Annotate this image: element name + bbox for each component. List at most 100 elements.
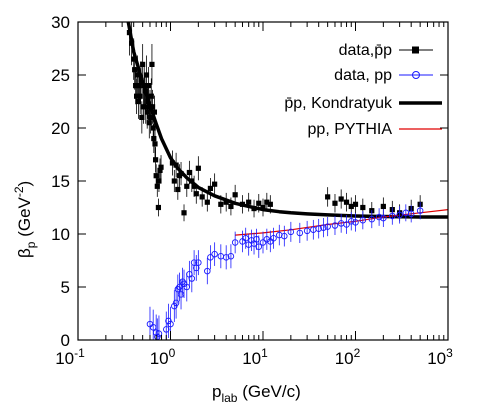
pbar-data-point (149, 61, 155, 67)
pbar-data-point (195, 165, 201, 171)
y-tick-label: 25 (51, 66, 70, 85)
pbar-data-point (142, 88, 148, 94)
pbar-data-point (184, 183, 190, 189)
pbar-data-point (131, 56, 137, 62)
legend: data,p̄p data, pp p̄p, Kondratyuk pp, PY… (284, 42, 442, 138)
pp-data-point (207, 254, 214, 261)
pbar-data-point (133, 93, 140, 99)
legend-symbol-pbar-data (399, 46, 433, 54)
pbar-data-point (380, 203, 386, 210)
legend-label-pp-data: data, pp (334, 67, 392, 84)
pp-data-point (315, 225, 322, 232)
pbar-data-point (246, 199, 252, 205)
pp-data-point (222, 254, 230, 261)
x-axis-title-rest: (GeV/c) (237, 382, 300, 401)
x-axis-title: plab (GeV/c) (212, 382, 301, 405)
pbar-data-point (260, 204, 266, 211)
pp-data-point (195, 259, 202, 266)
pbar-data-point (239, 201, 246, 207)
pbar-data-point (152, 141, 158, 147)
pbar-data-point (151, 136, 157, 142)
pp-data-point (324, 223, 331, 230)
pbar-data-point (332, 200, 338, 206)
x-tick-label: 102 (335, 346, 361, 368)
pbar-data-point (186, 169, 192, 176)
pp-data-point (174, 285, 182, 293)
pbar-data-point (171, 178, 177, 184)
pbar-data-point (228, 203, 234, 210)
pbar-data-point (223, 199, 229, 205)
pbar-data-point (181, 210, 187, 216)
pp-data-point (259, 239, 267, 246)
pp-data-point (204, 267, 211, 275)
pp-data-point (331, 222, 339, 229)
pbar-data-point (140, 61, 146, 67)
pbar-data-point (156, 178, 162, 184)
pbar-data-point (169, 160, 176, 166)
pbar-data-point (191, 183, 197, 189)
pp-data-point (270, 234, 277, 242)
pbar-data-point (218, 201, 224, 207)
pbar-data-point (151, 109, 158, 115)
pp-data-point (167, 320, 174, 328)
legend-label-kondratyuk: p̄p, Kondratyuk (284, 95, 393, 112)
pbar-data-point (193, 191, 199, 197)
pbar-data-point (251, 205, 257, 212)
ticks-layer: 0 5 10 15 20 25 30 10-1 100 101 102 103 (51, 13, 453, 368)
pbar-data-point (204, 199, 210, 205)
pp-data-point (368, 215, 376, 223)
pbar-data-point (154, 183, 160, 189)
y-tick-label: 10 (51, 225, 70, 244)
y-tick-label: 5 (61, 278, 70, 297)
pbar-data-point (157, 167, 163, 173)
pbar-data-point (267, 201, 273, 207)
pbar-data-point (189, 178, 195, 184)
pp-data-point (287, 228, 295, 236)
legend-label-pythia: pp, PYTHIA (308, 121, 393, 138)
pbar-data-point (256, 200, 262, 206)
pbar-data-point (153, 173, 159, 179)
pbar-data-point (146, 83, 152, 89)
pp-data-point (389, 212, 396, 220)
pbar-data-point (129, 40, 135, 46)
pbar-data-point (150, 125, 156, 131)
pp-data-point (396, 211, 403, 219)
pbar-data-point (207, 185, 214, 192)
pbar-data-point (133, 83, 139, 89)
pp-data-point (296, 229, 304, 237)
pbar-data-point (348, 203, 354, 210)
pp-data-point (281, 232, 288, 240)
pbar-data-point (352, 201, 359, 207)
pbar-data-point (145, 98, 151, 105)
pbar-data-point (264, 199, 270, 205)
pbar-data-point (139, 114, 145, 120)
pp-data-point (320, 224, 327, 231)
y-tick-label: 20 (51, 119, 70, 138)
pbar-data-point (232, 192, 238, 198)
pp-data-point (352, 219, 359, 226)
pbar-data-point (149, 104, 156, 110)
pp-data-point (155, 330, 163, 337)
pbar-data-point (212, 181, 218, 187)
pbar-data-point (136, 83, 142, 89)
y-tick-label: 15 (51, 172, 70, 191)
x-tick-label: 100 (150, 346, 176, 368)
x-axis-title-sub: lab (221, 391, 237, 405)
x-axis-title-base: p (212, 382, 221, 401)
pbar-data-point (173, 162, 179, 168)
legend-symbol-pp-data (399, 71, 433, 79)
pp-data-point (263, 236, 271, 243)
y-tick-label: 0 (61, 331, 70, 350)
pbar-data-point (144, 109, 150, 115)
pbar-data-point (143, 72, 150, 78)
pp-data-point (343, 221, 350, 228)
pbar-data-point (148, 114, 154, 120)
pp-data-point (211, 250, 218, 258)
points-layer (126, 22, 424, 340)
pbar-data-point (138, 77, 144, 83)
pp-data-point (255, 243, 263, 250)
pbar-data-point (325, 194, 331, 200)
pbar-data-point (141, 83, 147, 89)
pp-data-point (348, 218, 355, 225)
